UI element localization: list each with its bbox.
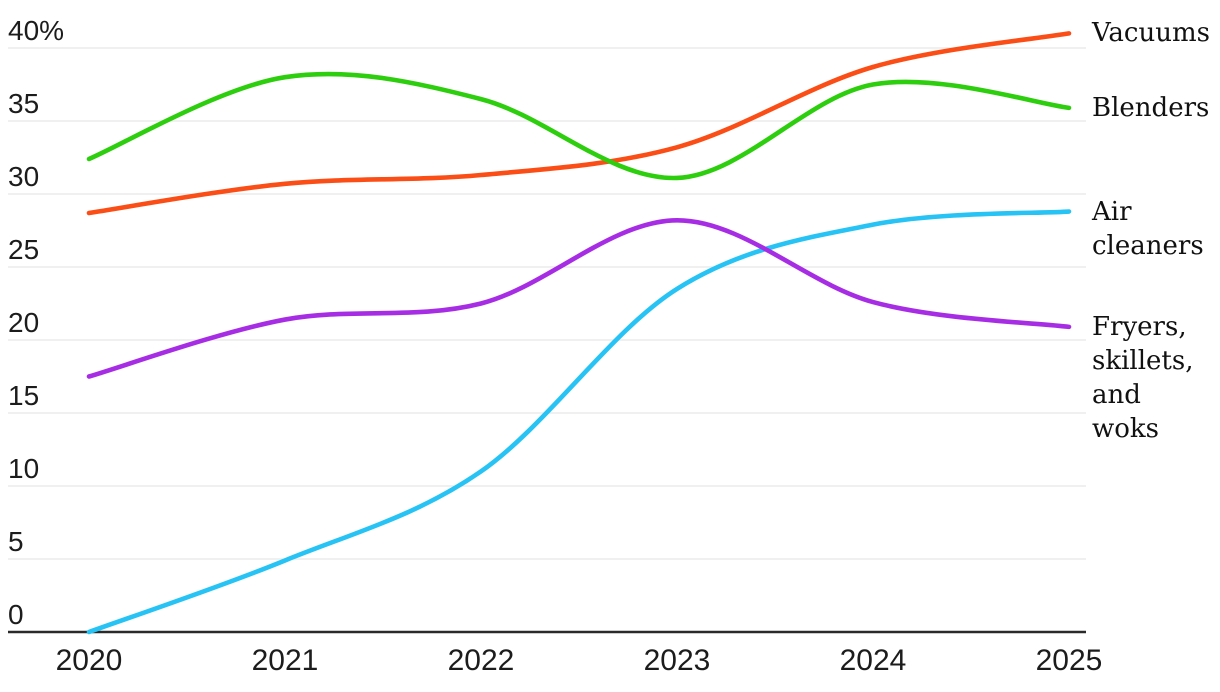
x-axis-tick-label: 2025 <box>1035 644 1103 677</box>
y-axis-tick-label: 0 <box>8 599 24 630</box>
x-axis-tick-label: 2021 <box>251 644 319 677</box>
series-label-blenders: Blenders <box>1092 92 1210 123</box>
series-line-vacuums <box>86 31 1072 216</box>
x-axis-tick-label: 2020 <box>55 644 123 677</box>
y-axis-tick-label: 5 <box>8 526 24 557</box>
series-label-vacuums: Vacuums <box>1092 18 1210 49</box>
y-axis-tick-label: 15 <box>8 380 40 411</box>
series-line-fryers-skillets-and-woks <box>86 217 1072 379</box>
y-axis-tick-label: 20 <box>8 307 40 338</box>
x-axis-tick-label: 2023 <box>643 644 711 677</box>
series-label-fryers-skillets-woks: Fryers, skillets, and woks <box>1092 311 1194 444</box>
series-line-air-cleaners <box>86 209 1072 635</box>
y-axis-tick-label: 35 <box>8 88 40 119</box>
y-axis-tick-label: 10 <box>8 453 40 484</box>
y-axis-tick-label: 30 <box>8 161 40 192</box>
series-line-blenders <box>86 71 1072 181</box>
y-axis-tick-label: 25 <box>8 234 40 265</box>
y-axis-tick-label: 40% <box>8 15 65 46</box>
x-axis-tick-label: 2022 <box>447 644 515 677</box>
series-label-air-cleaners: Air cleaners <box>1092 196 1204 261</box>
x-axis-tick-label: 2024 <box>839 644 907 677</box>
